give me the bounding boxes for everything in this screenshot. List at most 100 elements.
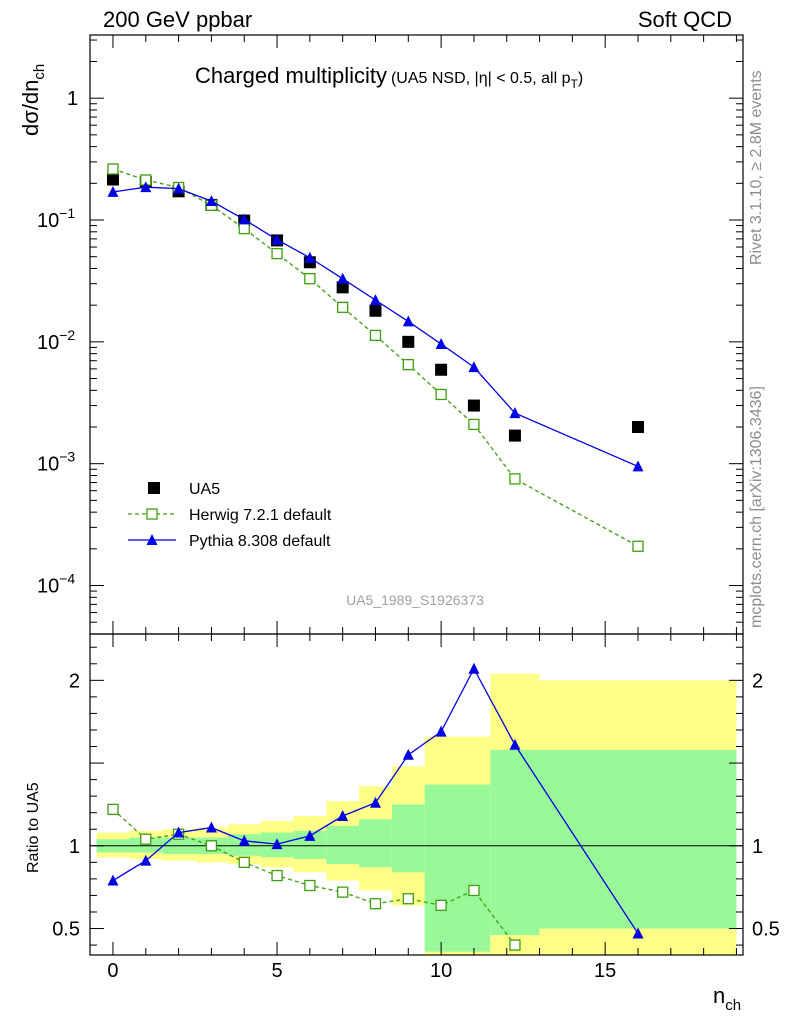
main-herwig-point [632,540,644,552]
legend-pythia-marker [146,534,158,545]
main-pythia-point [509,407,521,419]
ratio-herwig-point [238,856,250,868]
main-pythia-line [112,186,639,467]
ratio-herwig-point [107,803,119,816]
main-ua5-point [369,304,382,317]
ratio-pythia-line [112,667,639,934]
main-pythia-point [304,251,316,263]
stat-uncertainty-band [359,819,392,868]
main-pythia-point [402,315,414,327]
x-axis-label: nch [713,983,741,1014]
stat-uncertainty-band [490,749,540,936]
main-pythia-point [435,338,447,349]
ratio-pythia-point [337,810,349,821]
rivet-version-label: Rivet 3.1.10, ≥ 2.8M events [748,70,765,265]
main-pythia-point [337,272,349,284]
ratio-series-group [107,662,644,951]
main-herwig-point [435,388,447,401]
mcplots-reference-label: mcplots.cern.ch [arXiv:1306.3436] [748,386,765,628]
ratio-herwig-point [140,833,152,845]
legend-ua5-marker [148,482,160,494]
legend-herwig-marker [146,508,158,520]
ratio-pythia-point [238,834,250,846]
main-ua5-point [435,363,448,376]
main-pythia-point [173,182,185,194]
y-axis-label: dσ/dnch [18,64,48,136]
ratio-herwig-point [369,898,382,910]
main-ua5-point [106,173,119,186]
ratio-herwig-point [509,939,521,951]
main-herwig-point [468,418,480,431]
y-tick-label: 10−3 [37,449,75,476]
stat-uncertainty-band [424,784,458,952]
ratio-herwig-point [271,869,283,882]
legend-pythia-label: Pythia 8.308 default [189,533,331,550]
ratio-pythia-point [173,826,185,838]
y-tick-label: 10−1 [37,205,75,232]
main-herwig-point [107,163,119,175]
x-tick-label: 15 [594,960,616,982]
main-ua5-point [402,335,415,348]
main-herwig-point [509,473,521,485]
chart-title: Charged multiplicity (UA5 NSD, |η| < 0.5,… [195,63,583,91]
x-tick-label: 5 [271,960,282,982]
stat-uncertainty-band [326,825,360,864]
stat-uncertainty-band [129,837,163,853]
main-pythia-point [205,195,217,207]
main-ua5-point [631,421,644,434]
main-pythia-point [369,294,381,306]
main-ua5-point [508,429,521,442]
main-pythia-point [140,181,152,193]
main-herwig-point [304,273,316,285]
x-tick-label: 10 [430,960,452,982]
ratio-y-tick-label-right: 1 [752,836,763,858]
ratio-pythia-point [369,796,381,808]
y-tick-label: 1 [67,88,78,110]
main-pythia-point [271,233,283,245]
ratio-pythia-point [107,874,119,886]
ratio-pythia-point [435,725,447,737]
main-pythia-point [632,460,644,472]
stat-uncertainty-band [457,784,491,952]
ratio-y-axis-label: Ratio to UA5 [25,782,42,873]
ratio-pythia-point [304,829,316,841]
ratio-y-tick-label-right: 0.5 [752,919,780,941]
y-tick-label: 10−2 [37,327,75,354]
main-herwig-point [402,358,414,371]
ratio-plot-frame [89,633,744,956]
ratio-herwig-point [205,840,218,852]
energy-label: 200 GeV ppbar [103,7,253,32]
y-tick-label: 10−4 [37,571,75,598]
ratio-pythia-point [468,662,480,674]
process-label: Soft QCD [637,7,732,32]
ratio-herwig-point [468,884,480,897]
main-herwig-point [337,301,349,313]
ratio-pythia-point [509,738,521,750]
ratio-y-tick-label: 1 [69,836,80,858]
ratio-pythia-point [205,821,217,833]
main-pythia-point [107,185,119,197]
main-plot-frame [89,34,744,635]
ratio-pythia-point [632,927,644,939]
ratio-y-tick-label-right: 2 [752,670,763,692]
analysis-id-label: UA5_1989_S1926373 [346,592,484,608]
ratio-y-tick-label: 0.5 [52,919,80,941]
stat-uncertainty-band [539,749,737,929]
ratio-herwig-point [435,899,447,912]
main-herwig-point [238,222,250,235]
main-ua5-point [467,399,480,412]
ratio-herwig-point [304,879,316,892]
ratio-herwig-point [402,893,414,905]
ratio-pythia-point [271,838,283,850]
ratio-pythia-point [402,748,414,760]
ratio-pythia-point [140,854,152,866]
x-tick-label: 0 [107,960,118,982]
main-pythia-point [468,361,480,373]
main-herwig-point [271,247,283,260]
stat-uncertainty-band [391,804,425,873]
main-ua5-point [336,281,349,294]
ratio-herwig-point [337,886,349,898]
main-pythia-point [238,213,250,225]
main-herwig-point [369,329,382,342]
